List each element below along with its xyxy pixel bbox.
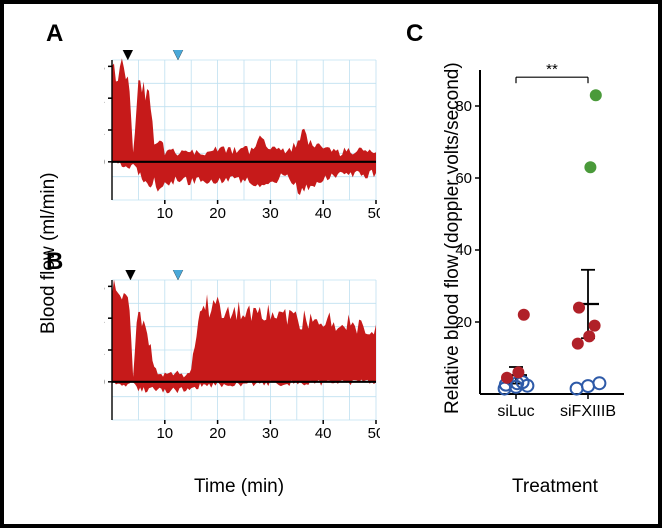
svg-text:40: 40 [315, 425, 332, 442]
svg-text:2: 2 [104, 90, 105, 107]
panel-c-plot: 20406080siLucsiFXIIIB** [472, 54, 630, 426]
left-y-axis-label: Blood flow (ml/min) [38, 172, 60, 334]
svg-text:siLuc: siLuc [497, 403, 534, 420]
svg-text:20: 20 [209, 205, 226, 222]
svg-text:30: 30 [262, 425, 279, 442]
svg-text:3: 3 [104, 278, 105, 295]
svg-text:0: 0 [104, 374, 105, 391]
panel-a-plot: 0 1 2 3 10 20 30 40 50 [104, 50, 380, 222]
svg-text:**: ** [546, 61, 558, 78]
svg-text:20: 20 [209, 425, 226, 442]
svg-text:1: 1 [104, 342, 105, 359]
panel-label-c: C [406, 20, 423, 48]
svg-text:50: 50 [368, 425, 380, 442]
svg-text:50: 50 [368, 205, 380, 222]
svg-text:2: 2 [104, 310, 105, 327]
svg-text:30: 30 [262, 205, 279, 222]
panel-label-a: A [46, 20, 63, 48]
figure-frame: A B C Blood flow (ml/min) Time (min) 012… [0, 0, 662, 528]
svg-text:10: 10 [156, 425, 173, 442]
svg-text:1: 1 [104, 122, 105, 139]
left-x-axis-label: Time (min) [194, 476, 284, 498]
svg-text:40: 40 [315, 205, 332, 222]
svg-text:10: 10 [156, 205, 173, 222]
svg-text:0: 0 [104, 154, 105, 171]
svg-text:siFXIIIB: siFXIIIB [560, 403, 616, 420]
right-x-axis-label: Treatment [512, 476, 598, 498]
panel-b-plot: 0 1 2 3 10 20 30 40 50 [104, 270, 380, 442]
svg-text:3: 3 [104, 58, 105, 75]
right-y-axis-label: Relative blood flow (doppler volts/secon… [442, 62, 464, 414]
